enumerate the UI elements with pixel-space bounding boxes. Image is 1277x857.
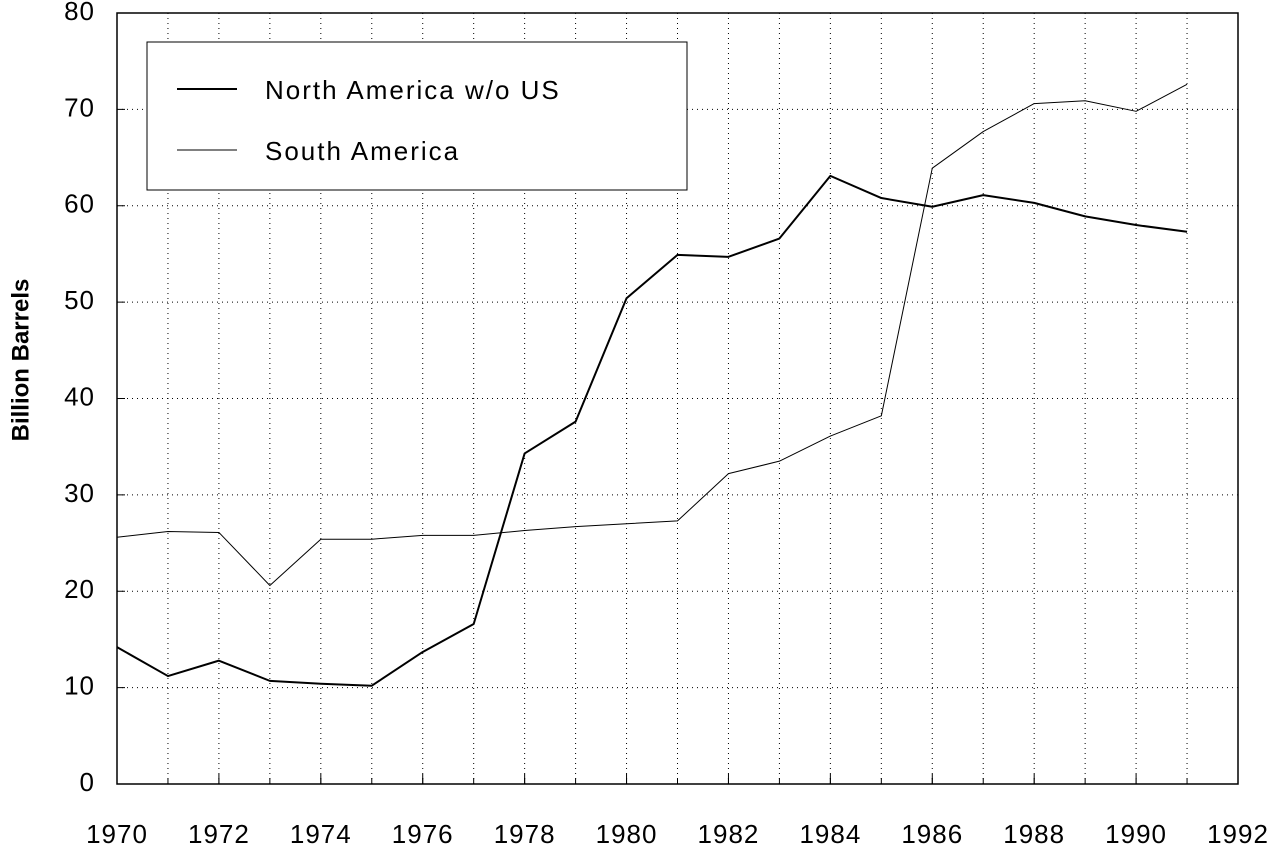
- x-tick-label: 1976: [392, 819, 454, 849]
- y-tick-label: 30: [64, 478, 95, 508]
- y-tick-label: 40: [64, 381, 95, 411]
- legend-box: [146, 41, 688, 191]
- x-tick-label: 1992: [1207, 819, 1269, 849]
- y-tick-label: 10: [64, 671, 95, 701]
- x-tick-label: 1974: [290, 819, 352, 849]
- x-tick-label: 1986: [901, 819, 963, 849]
- x-tick-label: 1984: [799, 819, 861, 849]
- x-tick-label: 1982: [698, 819, 760, 849]
- y-tick-label: 70: [64, 92, 95, 122]
- data-line: [116, 174, 1188, 687]
- legend-label: South America: [265, 136, 460, 166]
- x-tick-label: 1970: [86, 819, 148, 849]
- x-tick-label: 1988: [1003, 819, 1065, 849]
- x-tick-label: 1980: [596, 819, 658, 849]
- x-tick-label: 1972: [188, 819, 250, 849]
- y-tick-label: 0: [80, 767, 95, 797]
- data-line: [116, 83, 1188, 586]
- y-tick-label: 80: [64, 0, 95, 26]
- y-tick-label: 50: [64, 285, 95, 315]
- y-tick-label: 60: [64, 189, 95, 219]
- x-tick-label: 1990: [1105, 819, 1167, 849]
- x-tick-label: 1978: [494, 819, 556, 849]
- y-axis-label: Billion Barrels: [7, 279, 34, 442]
- y-tick-label: 20: [64, 574, 95, 604]
- legend-label: North America w/o US: [265, 75, 561, 105]
